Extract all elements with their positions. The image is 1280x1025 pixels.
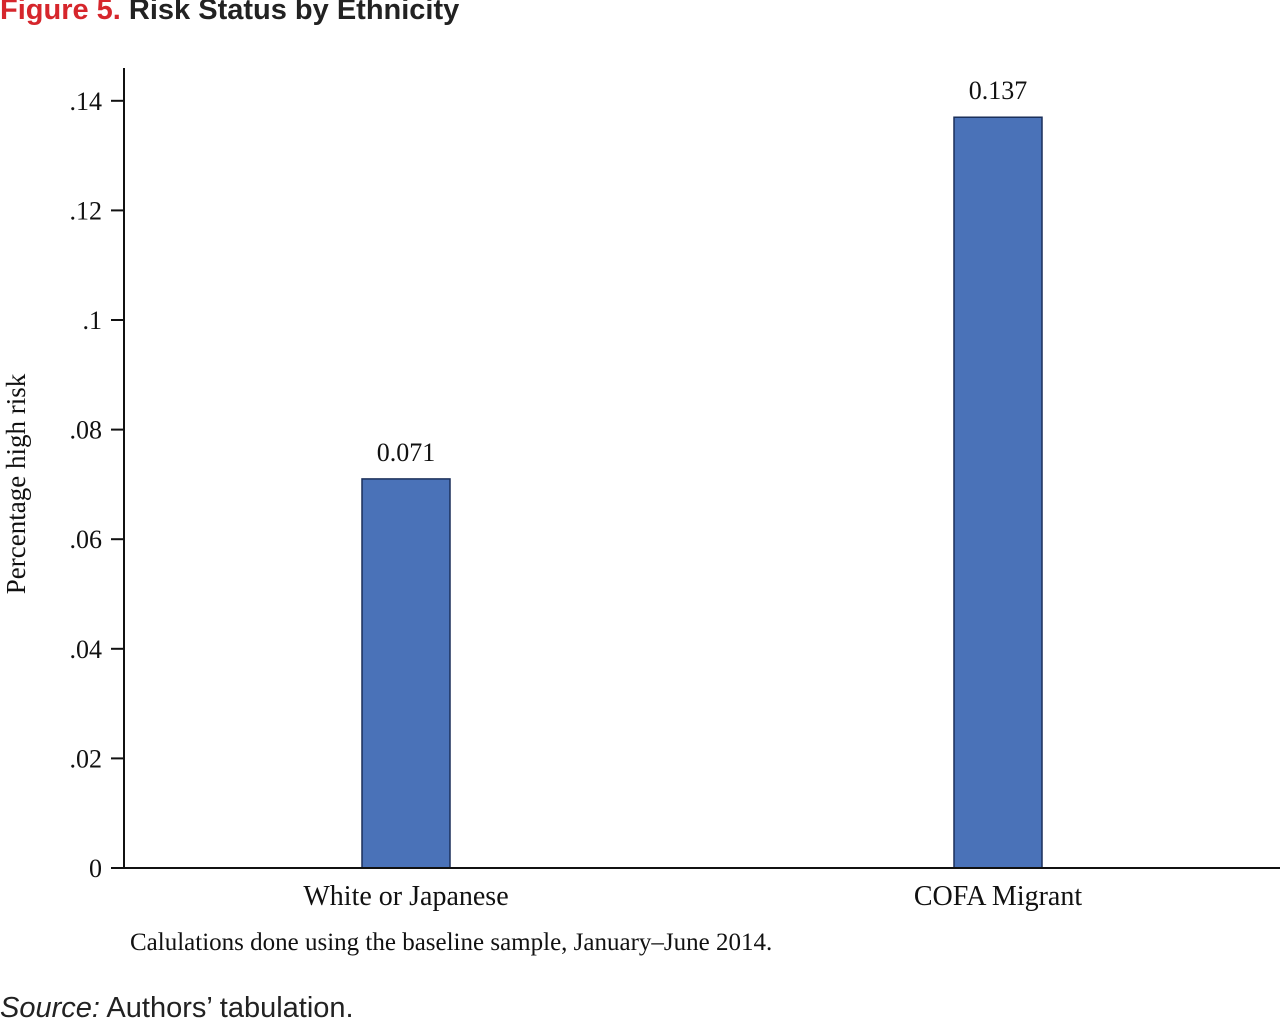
x-category-label: White or Japanese [303, 881, 508, 912]
bar-value-label: 0.137 [969, 76, 1028, 105]
y-tick-label: .14 [70, 87, 103, 116]
source-text: Authors’ tabulation. [106, 992, 354, 1024]
y-tick-label: .12 [70, 196, 103, 225]
figure-caption: Risk Status by Ethnicity [128, 0, 460, 26]
y-tick-label: .02 [70, 744, 103, 773]
bar [361, 478, 451, 869]
bars [361, 116, 1043, 869]
figure-title: Figure 5. Risk Status by Ethnicity [0, 0, 459, 27]
y-axis-label: Percentage high risk [1, 373, 31, 594]
y-tick-label: .08 [70, 416, 103, 445]
category-labels: White or Japanese COFA Migrant [303, 881, 1082, 912]
y-axis-ticks: 0 .02 .04 .06 .08 .1 .12 .14 [70, 87, 124, 883]
y-tick-label: .06 [70, 525, 103, 554]
bar-value-label: 0.071 [377, 438, 436, 467]
source-line: Source: Authors’ tabulation. [0, 992, 354, 1025]
chart-note: Calulations done using the baseline samp… [130, 929, 772, 956]
value-labels: 0.071 0.137 [377, 76, 1028, 467]
y-tick-label: .1 [83, 306, 103, 335]
x-category-label: COFA Migrant [914, 881, 1082, 912]
bar [953, 116, 1043, 869]
source-label: Source: [0, 992, 100, 1024]
y-tick-label: .04 [70, 635, 103, 664]
y-tick-label: 0 [89, 854, 102, 883]
figure-number: Figure 5. [0, 0, 121, 26]
